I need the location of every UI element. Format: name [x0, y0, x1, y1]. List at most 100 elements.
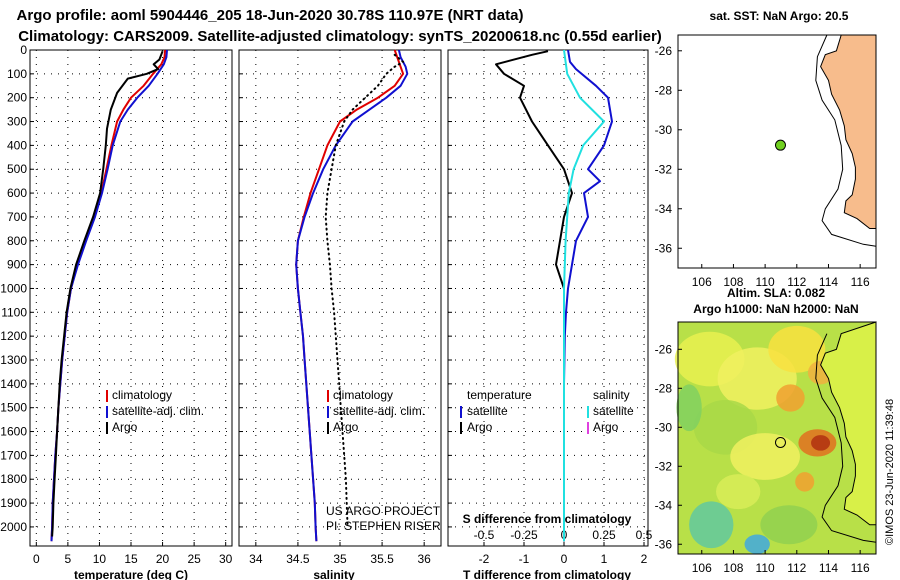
x-tick-label: -2: [479, 552, 490, 566]
series-satellite-adj-clim-: [295, 49, 409, 542]
longitude-tick-label: 114: [819, 275, 838, 289]
legend-argo-label: Argo: [333, 420, 359, 434]
longitude-tick-label: 110: [756, 275, 775, 289]
sla-anomaly-patch: [689, 501, 734, 549]
latitude-tick-label: -30: [655, 123, 673, 137]
temperature-axis-label: temperature (deg C): [74, 568, 188, 580]
sla-anomaly-patch: [716, 474, 761, 510]
sla-land-polygon: [820, 321, 877, 526]
sla-map: Altim. SLA: 0.082 Argo h1000: NaN h2000:…: [655, 286, 877, 575]
legend-salinity-title: salinity: [593, 388, 630, 402]
sla-anomaly-patch: [760, 505, 818, 545]
latitude-tick-label: -34: [655, 498, 673, 512]
longitude-tick-label: 106: [692, 561, 712, 575]
latitude-tick-label: -28: [655, 83, 673, 97]
title-line-1: Argo profile: aoml 5904446_205 18-Jun-20…: [17, 7, 524, 24]
series-argo: [324, 53, 405, 528]
x-tick-label: 10: [93, 552, 107, 566]
salinity-legend: climatology satellite-adj. clim. Argo: [327, 388, 425, 434]
sla-anomaly-patch: [744, 534, 770, 554]
sla-anomaly-patch: [768, 325, 826, 373]
sla-shelf-contour: [815, 333, 877, 543]
sla-latitude-ticks: -26 -28 -30 -32 -34 -36: [655, 342, 682, 551]
latitude-tick-label: -36: [655, 537, 673, 551]
latitude-tick-label: -32: [655, 459, 673, 473]
sla-map-title-line-2: Argo h1000: NaN h2000: NaN: [693, 302, 858, 316]
depth-tick-labels: 0 100 200 300 400 500 600 700 800 900 1000 1100 1200…: [0, 43, 27, 534]
legend-s-argo-label: Argo: [593, 420, 619, 434]
longitude-tick-label: 108: [723, 275, 743, 289]
x-tick-label: -1: [519, 552, 530, 566]
depth-tick-label: 1900: [0, 496, 27, 510]
sla-anomaly-patch: [776, 384, 805, 412]
sst-map-body: [774, 34, 877, 247]
sst-map-title: sat. SST: NaN Argo: 20.5: [710, 9, 849, 23]
depth-tick-label: 900: [7, 258, 27, 272]
legend-s-satellite-label: satellite: [593, 404, 634, 418]
x-tick-label: 1: [601, 552, 608, 566]
depth-tick-label: 400: [7, 138, 27, 152]
series-t-diff-satellite: [563, 49, 613, 542]
longitude-tick-label: 112: [787, 275, 806, 289]
sla-map-title-line-1: Altim. SLA: 0.082: [727, 286, 825, 300]
temperature-grid: [30, 49, 232, 546]
legend-t-argo-label: Argo: [467, 420, 493, 434]
argo-position-marker: [774, 139, 786, 151]
x-tick-label: 0: [33, 552, 40, 566]
legend-t-satellite-label: satellite: [467, 404, 508, 418]
depth-tick-label: 800: [7, 234, 27, 248]
salinity-difference-tick-label: 0.5: [636, 528, 653, 542]
depth-tick-label: 0: [20, 43, 27, 57]
series-s-diff-satellite: [563, 49, 605, 542]
salinity-difference-tick-label: -0.25: [510, 528, 538, 542]
depth-tick-label: 100: [7, 67, 27, 81]
x-tick-label: 30: [219, 552, 233, 566]
sla-anomaly-patch: [811, 435, 831, 451]
x-tick-label: 2: [641, 552, 648, 566]
salinity-difference-tick-label: -0.5: [474, 528, 495, 542]
temperature-panel-frame: [29, 49, 233, 547]
x-tick-label: 0: [561, 552, 568, 566]
latitude-tick-label: -30: [655, 420, 673, 434]
sst-latitude-ticks: -26 -28 -30 -32 -34 -36: [655, 44, 682, 255]
depth-tick-label: 1600: [0, 425, 27, 439]
x-tick-label: 35: [333, 552, 347, 566]
legend-argo-label: Argo: [112, 420, 138, 434]
depth-tick-label: 1400: [0, 377, 27, 391]
x-tick-label: 5: [65, 552, 72, 566]
x-tick-label: 35.5: [370, 552, 394, 566]
salinity-grid: [239, 49, 441, 546]
salinity-difference-tick-label: 0.25: [592, 528, 616, 542]
sla-map-frame: [677, 321, 877, 555]
depth-tick-label: 600: [7, 186, 27, 200]
longitude-tick-label: 106: [692, 275, 712, 289]
sla-longitude-ticks: 106 108 110 112 114 116: [692, 550, 870, 575]
legend-temperature-title: temperature: [467, 388, 532, 402]
salinity-difference-axis-label: S difference from climatology: [463, 512, 632, 526]
latitude-tick-label: -32: [655, 162, 673, 176]
longitude-tick-label: 112: [787, 561, 806, 575]
sst-map: sat. SST: NaN Argo: 20.5 106 108 110 112 114…: [655, 9, 877, 289]
x-tick-label: 25: [187, 552, 201, 566]
longitude-tick-label: 116: [851, 275, 870, 289]
sla-anomaly-patch: [730, 433, 800, 480]
depth-tick-label: 700: [7, 210, 27, 224]
latitude-tick-label: -26: [655, 44, 673, 58]
depth-tick-label: 1300: [0, 353, 27, 367]
series-t-diff-argo: [495, 50, 573, 542]
difference-series: [495, 49, 613, 542]
credit-text: ©IMOS 23-Jun-2020 11:39:48: [884, 399, 896, 545]
sla-anomaly-patch: [676, 384, 702, 432]
sla-anomaly-patch: [795, 472, 815, 492]
latitude-tick-label: -36: [655, 241, 673, 255]
depth-tick-label: 1700: [0, 448, 27, 462]
salinity-panel-frame: [238, 49, 442, 547]
sla-argo-position-marker: [774, 436, 786, 448]
difference-panel: -0.5 -0.25 0 0.25 0.5 -2 -1 0 1 2 temperature sa…: [447, 49, 653, 580]
depth-tick-label: 1100: [1, 305, 27, 319]
legend-satellite-adj-label: satellite-adj. clim.: [112, 404, 204, 418]
difference-legend: temperature salinity satellite Argo sate…: [460, 388, 634, 434]
depth-tick-label: 2000: [0, 520, 27, 534]
temperature-difference-tick-labels: -2 -1 0 1 2: [479, 552, 648, 566]
